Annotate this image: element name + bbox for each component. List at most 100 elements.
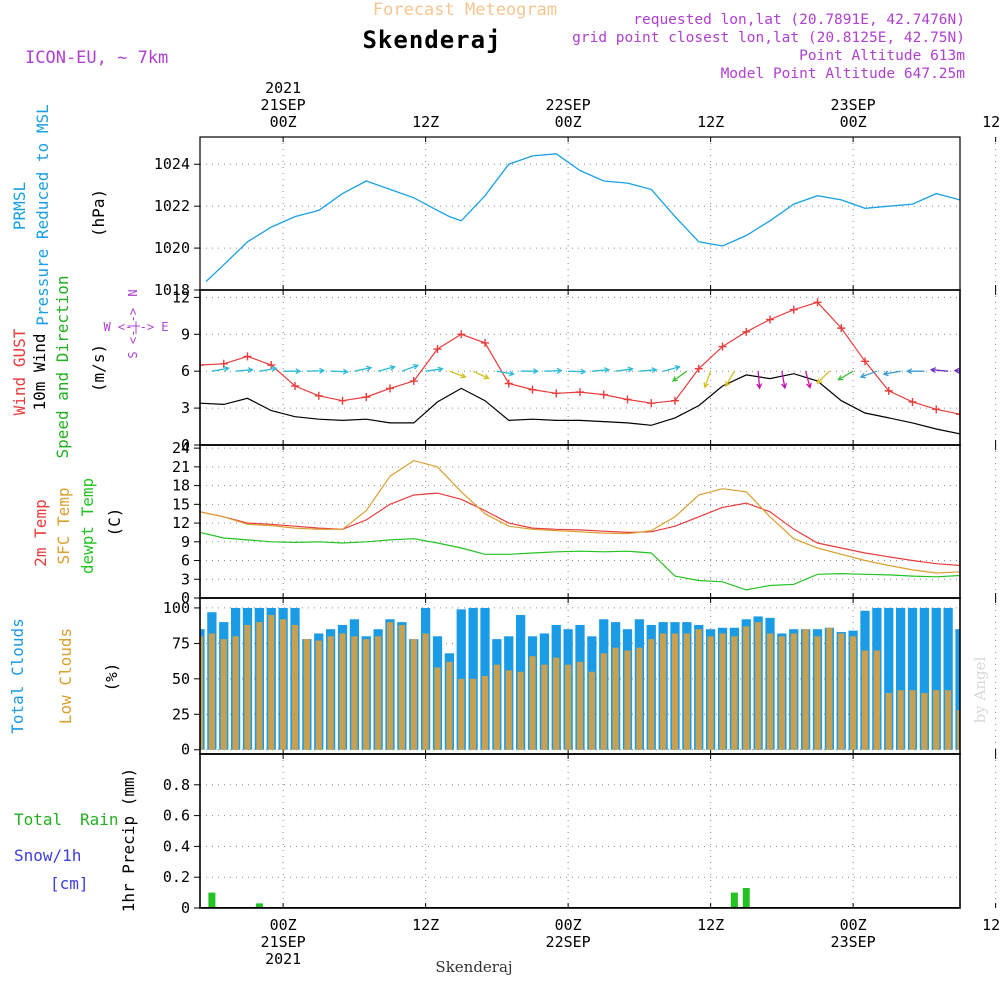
y-tick-label: 21 bbox=[172, 458, 190, 476]
low-cloud-bar bbox=[339, 633, 346, 750]
gust-marker bbox=[694, 364, 703, 373]
low-cloud-bar bbox=[624, 650, 631, 750]
low-cloud-bar bbox=[541, 664, 548, 750]
y-tick-label: 0.4 bbox=[163, 837, 190, 855]
gust-marker bbox=[599, 390, 608, 399]
panel-2: 0 3 6 9 12 bbox=[172, 288, 997, 454]
wind-direction-arrow bbox=[837, 370, 854, 381]
y-tick-label: 18 bbox=[172, 477, 190, 495]
low-cloud-bar bbox=[315, 640, 322, 750]
wind-direction-arrow bbox=[283, 368, 302, 375]
low-cloud-bar bbox=[576, 661, 584, 750]
y-tick-label: 75 bbox=[172, 634, 190, 652]
wind-direction-arrow bbox=[211, 366, 230, 372]
y-tick-label: 0 bbox=[181, 589, 190, 607]
y-tick-label: 1020 bbox=[154, 239, 190, 257]
wind-direction-arrow bbox=[544, 367, 563, 374]
gust-marker bbox=[932, 405, 941, 414]
low-cloud-bar bbox=[280, 619, 287, 750]
y-tick-label: 0.6 bbox=[163, 807, 190, 825]
gust-marker bbox=[623, 395, 632, 404]
dewpt-line bbox=[200, 531, 960, 591]
low-cloud-bar bbox=[885, 693, 892, 750]
compass-we: W <-|-> E bbox=[103, 320, 168, 334]
panel-1-data bbox=[205, 153, 960, 283]
low-cloud-bar bbox=[671, 633, 679, 750]
y-tick-label: 0 bbox=[181, 436, 190, 454]
forecast-title: Forecast Meteogram bbox=[373, 0, 557, 20]
total-cloud-bar bbox=[991, 653, 1000, 749]
gust-marker bbox=[671, 396, 679, 405]
gust-marker bbox=[552, 389, 561, 398]
low-cloud-bar bbox=[303, 639, 310, 750]
wind-direction-arrow bbox=[882, 370, 901, 377]
total-cloud-bar bbox=[931, 607, 941, 750]
gust-marker bbox=[314, 391, 323, 400]
y-tick-label: 15 bbox=[172, 495, 190, 513]
low-cloud-bar bbox=[220, 639, 227, 750]
low-cloud-bar bbox=[731, 636, 738, 750]
gust-marker bbox=[338, 396, 347, 405]
low-cloud-bar bbox=[707, 636, 714, 750]
low-cloud-bar bbox=[375, 636, 382, 750]
low-cloud-bar bbox=[588, 671, 595, 750]
wind10-label: 10m Wind bbox=[30, 333, 49, 410]
gust-marker bbox=[908, 397, 917, 406]
y-tick-label: 9 bbox=[181, 325, 190, 343]
wind-direction-arrow bbox=[591, 367, 611, 374]
wind-direction-arrow bbox=[330, 368, 349, 375]
y-tick-label: 0 bbox=[181, 741, 190, 759]
gust-marker bbox=[504, 379, 513, 388]
gust-marker bbox=[647, 399, 656, 408]
low-cloud-bar bbox=[790, 633, 797, 750]
wind-direction-arrow bbox=[929, 367, 949, 374]
wind-direction-arrow bbox=[259, 366, 278, 372]
temp-unit: (C) bbox=[105, 508, 124, 537]
time-label-bottom: 00Z bbox=[270, 916, 297, 934]
gust-marker bbox=[576, 388, 584, 397]
time-label-top: 23SEP bbox=[831, 96, 876, 114]
panel-5: 0 0.2 0.4 0.6 0.8 bbox=[163, 754, 997, 917]
y-tick-label: 0.2 bbox=[163, 868, 190, 886]
low-cloud-bar bbox=[470, 678, 477, 750]
rain-bar bbox=[730, 892, 738, 908]
low-cloud-bar bbox=[683, 633, 690, 750]
speed-dir-label: Speed and Direction bbox=[53, 275, 72, 458]
time-label-bottom: 23SEP bbox=[831, 933, 876, 951]
wind-labels: Wind GUST 10m Wind Speed and Direction (… bbox=[10, 275, 169, 458]
time-label-bottom: 12Z bbox=[982, 916, 1000, 934]
y-tick-label: 12 bbox=[172, 514, 190, 532]
low-cloud-bar bbox=[850, 636, 857, 750]
gust-marker bbox=[789, 305, 798, 314]
dew-label: dewpt Temp bbox=[78, 478, 97, 574]
gust-marker bbox=[409, 377, 418, 386]
low-cloud-bar bbox=[660, 633, 667, 750]
low-cloud-bar bbox=[945, 690, 952, 750]
clouds-unit: (%) bbox=[102, 663, 121, 692]
gust-marker bbox=[528, 385, 537, 394]
low-cloud-bar bbox=[529, 656, 536, 750]
low-cloud-bar bbox=[363, 639, 370, 750]
panel-4-data bbox=[200, 607, 1000, 750]
time-label-top: 21SEP bbox=[261, 96, 306, 114]
low-cloud-bar bbox=[208, 633, 215, 750]
gust-marker bbox=[243, 352, 252, 361]
wind-line bbox=[200, 373, 960, 435]
panel-3-data bbox=[200, 459, 960, 591]
plot-area: 1018102010221024036912036912151821240255… bbox=[154, 79, 1000, 968]
gust-marker bbox=[861, 357, 869, 366]
low-cloud-bar bbox=[244, 624, 251, 750]
low-cloud-bar bbox=[921, 693, 928, 750]
time-label-top: 22SEP bbox=[546, 96, 591, 114]
panel-border bbox=[199, 136, 961, 291]
low-cloud-bar bbox=[386, 622, 394, 750]
model-label: ICON-EU, ~ 7km bbox=[25, 48, 168, 68]
total-cloud-bar bbox=[943, 607, 953, 750]
wind-direction-arrow bbox=[639, 367, 658, 374]
pressure-line bbox=[205, 153, 960, 283]
pressure-labels: PRMSL Pressure Reduced to MSL (hPa) bbox=[10, 104, 108, 326]
footer-location: Skenderaj bbox=[435, 958, 512, 976]
wind-direction-arrow bbox=[804, 371, 812, 389]
panel-1: 1018 1020 1022 1024 bbox=[154, 137, 997, 299]
low-cloud-bar bbox=[838, 633, 845, 750]
